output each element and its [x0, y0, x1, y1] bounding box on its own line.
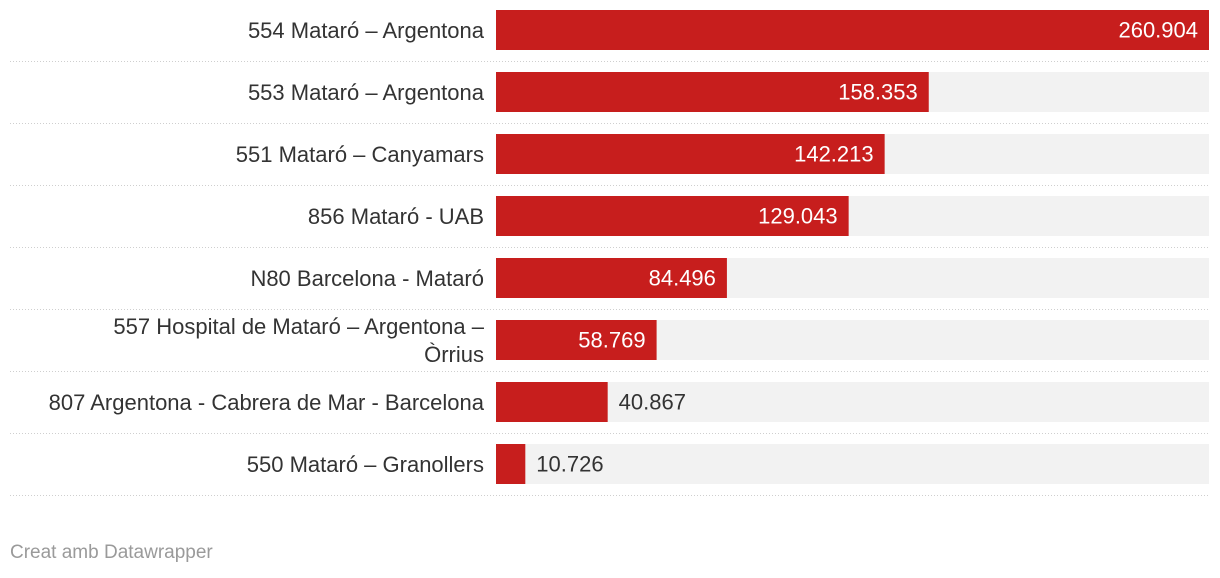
value-label: 158.353 [838, 80, 918, 105]
category-label: 807 Argentona - Cabrera de Mar - Barcelo… [49, 390, 485, 415]
bar [496, 320, 657, 360]
category-label: 553 Mataró – Argentona [248, 80, 485, 105]
bar [496, 72, 929, 112]
category-label: 557 Hospital de Mataró – Argentona – Òrri… [113, 314, 484, 367]
bar [496, 196, 849, 236]
category-label: 550 Mataró – Granollers [247, 452, 484, 477]
value-label: 58.769 [578, 328, 645, 353]
bar [496, 134, 885, 174]
value-label: 40.867 [619, 390, 686, 415]
bar [496, 258, 727, 298]
bar [496, 10, 1209, 50]
credit-text: Creat amb Datawrapper [10, 542, 213, 563]
value-label: 129.043 [758, 204, 838, 229]
category-label: 554 Mataró – Argentona [248, 18, 485, 43]
value-label: 260.904 [1118, 18, 1198, 43]
bar [496, 444, 526, 484]
category-label: 551 Mataró – Canyamars [236, 142, 484, 167]
value-label: 10.726 [536, 452, 603, 477]
category-label: N80 Barcelona - Mataró [250, 266, 484, 291]
bar [496, 382, 608, 422]
bar-track [496, 382, 1209, 422]
value-label: 84.496 [649, 266, 716, 291]
bar-track [496, 444, 1209, 484]
value-label: 142.213 [794, 142, 874, 167]
category-label: 856 Mataró - UAB [308, 204, 484, 229]
